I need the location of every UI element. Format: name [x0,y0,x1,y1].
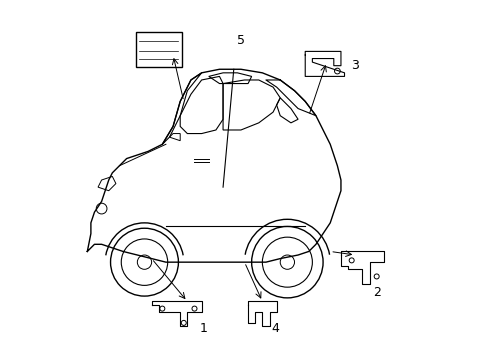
Text: 5: 5 [237,34,244,47]
Text: 2: 2 [372,286,380,299]
Text: 3: 3 [350,59,359,72]
Text: 1: 1 [199,322,207,335]
Text: 4: 4 [270,322,278,335]
